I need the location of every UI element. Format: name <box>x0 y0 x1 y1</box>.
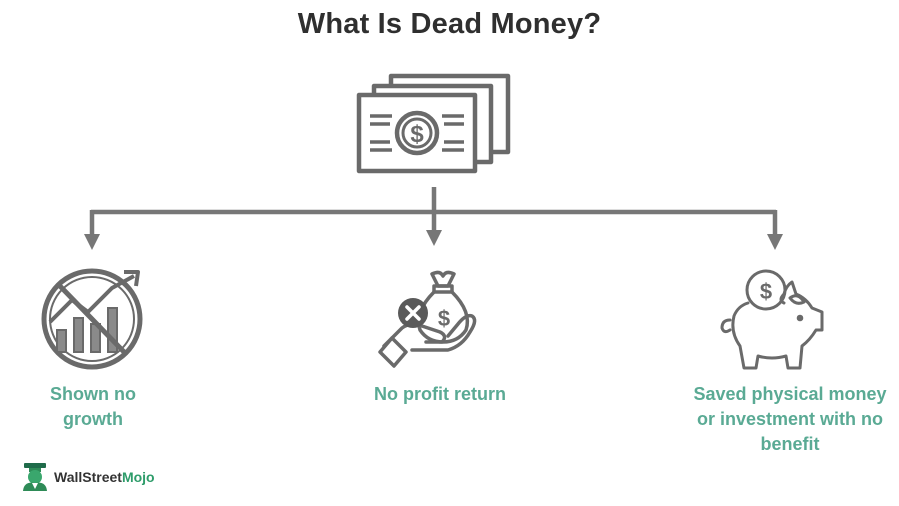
connector-lines <box>89 187 778 236</box>
svg-text:$: $ <box>760 279 772 304</box>
piggy-bank-coin-icon: $ <box>720 269 824 370</box>
label-shown-no-growth: Shown no growth <box>18 382 168 432</box>
label-line: benefit <box>760 434 820 454</box>
connector-arrowheads <box>84 230 783 250</box>
brand-name: WallStreetMojo <box>54 469 155 485</box>
label-line: No profit return <box>374 384 506 404</box>
no-growth-chart-icon <box>41 268 143 370</box>
brand-logo: WallStreetMojo <box>20 460 155 494</box>
svg-text:$: $ <box>410 121 424 148</box>
diagram-title: What Is Dead Money? <box>297 8 602 40</box>
label-line: Saved physical money <box>693 384 887 404</box>
label-no-profit-return: No profit return <box>340 382 540 407</box>
cash-stack-icon: $ <box>356 73 511 174</box>
brand-name-part: WallStreet <box>54 469 122 485</box>
label-saved-physical-money: Saved physical money or investment with … <box>680 382 899 457</box>
wallstreetmojo-logo-icon <box>23 463 47 491</box>
label-line: Shown no <box>50 384 136 404</box>
cross-badge-icon <box>398 298 428 328</box>
brand-name-accent: Mojo <box>121 469 155 485</box>
svg-text:$: $ <box>438 306 450 331</box>
label-line: or investment with no <box>696 409 883 429</box>
hand-money-bag-cross-icon: $ <box>378 270 477 368</box>
label-line: growth <box>63 409 123 429</box>
